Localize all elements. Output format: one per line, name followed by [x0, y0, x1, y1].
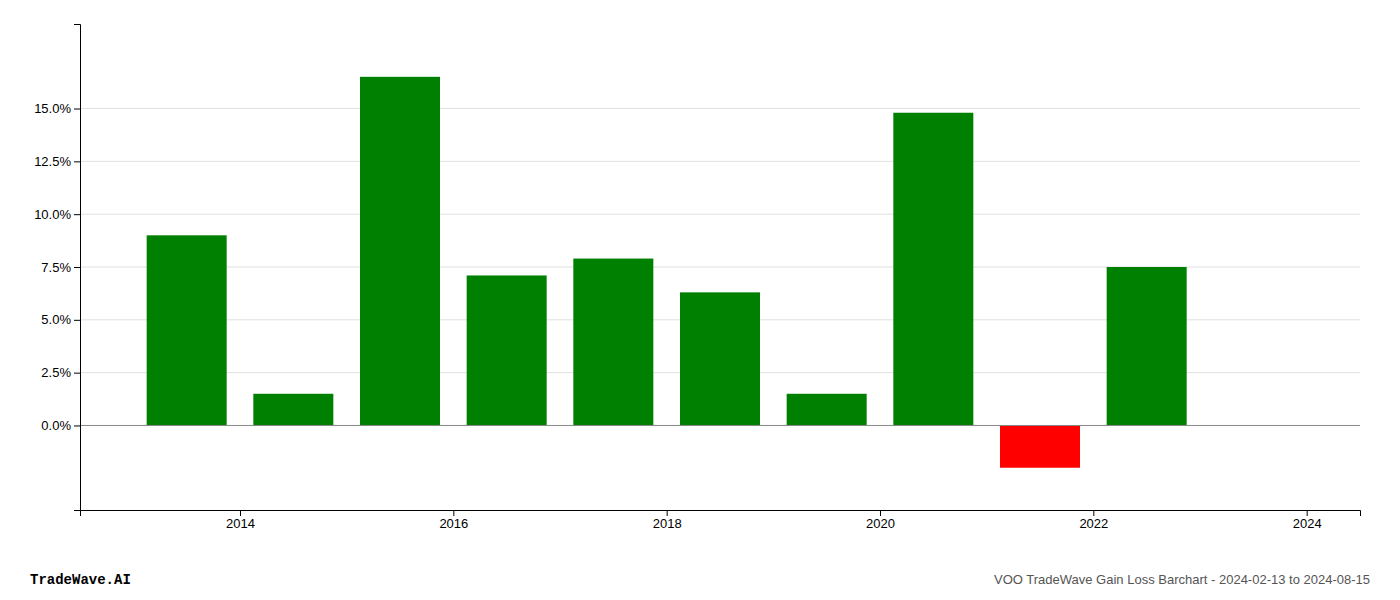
tick-label: 2018 — [653, 516, 682, 531]
tick-label: 0.0% — [41, 418, 71, 433]
tick-label: 2.5% — [41, 365, 71, 380]
tick: 12.5% — [34, 154, 80, 169]
tick: 5.0% — [41, 312, 80, 327]
tick: 2016 — [439, 510, 468, 531]
tick-mark — [74, 425, 80, 426]
bar — [787, 394, 867, 426]
tick-label: 12.5% — [34, 154, 71, 169]
tick-label: 7.5% — [41, 260, 71, 275]
grid-line — [80, 108, 1360, 109]
tick: 7.5% — [41, 260, 80, 275]
tick-label: 2024 — [1293, 516, 1322, 531]
tick-label: 15.0% — [34, 101, 71, 116]
axis-line — [74, 25, 81, 511]
plot: 0.0%2.5%5.0%7.5%10.0%12.5%15.0%201420162… — [34, 25, 1360, 532]
grid-line — [80, 425, 1360, 426]
tick: 2014 — [226, 510, 255, 531]
tick-mark — [240, 510, 241, 516]
tick: 2020 — [866, 510, 895, 531]
annotation: TradeWave.AI — [30, 572, 131, 588]
tick: 10.0% — [34, 207, 80, 222]
tick: 2018 — [653, 510, 682, 531]
tick-label: 2014 — [226, 516, 255, 531]
tick-mark — [74, 214, 80, 215]
zero-line — [80, 425, 1360, 426]
tick-label: 2022 — [1079, 516, 1108, 531]
tick-mark — [74, 267, 80, 268]
y-axis: 0.0% 2.5% 5.0% 7.5% 10.0% 12.5% 15.0% — [34, 25, 80, 511]
bar — [253, 394, 333, 426]
bar — [147, 235, 227, 425]
tick-mark — [1093, 510, 1094, 516]
tick-mark — [1307, 510, 1308, 516]
tick-mark — [880, 510, 881, 516]
axis-line — [81, 511, 1361, 517]
title: VOO TradeWave Gain Loss Barchart - 2024-… — [994, 572, 1370, 587]
bar — [893, 113, 973, 426]
grid — [80, 109, 1360, 426]
tick: 2024 — [1293, 510, 1322, 531]
grid-line — [80, 214, 1360, 215]
tick-label: 5.0% — [41, 312, 71, 327]
bar — [573, 259, 653, 426]
tick-label: 2020 — [866, 516, 895, 531]
tick: 2.5% — [41, 365, 80, 380]
bar — [467, 275, 547, 425]
tick-mark — [74, 161, 80, 162]
bar — [1107, 267, 1187, 425]
bar — [680, 292, 760, 425]
tick-mark — [667, 510, 668, 516]
tick: 2022 — [1079, 510, 1108, 531]
bar — [360, 77, 440, 426]
tick: 0.0% — [41, 418, 80, 433]
tick-mark — [453, 510, 454, 516]
tick-mark — [74, 320, 80, 321]
tick-mark — [74, 373, 80, 374]
grid-line — [80, 161, 1360, 162]
tick-mark — [74, 109, 80, 110]
tick-label: 2016 — [439, 516, 468, 531]
bars — [147, 77, 1187, 468]
tick: 15.0% — [34, 101, 80, 116]
tick-label: 10.0% — [34, 207, 71, 222]
chart: 0.0%2.5%5.0%7.5%10.0%12.5%15.0%201420162… — [0, 0, 1400, 600]
x-axis: 2014 2016 2018 2020 2022 2024 — [81, 510, 1361, 531]
bar — [1000, 425, 1080, 467]
